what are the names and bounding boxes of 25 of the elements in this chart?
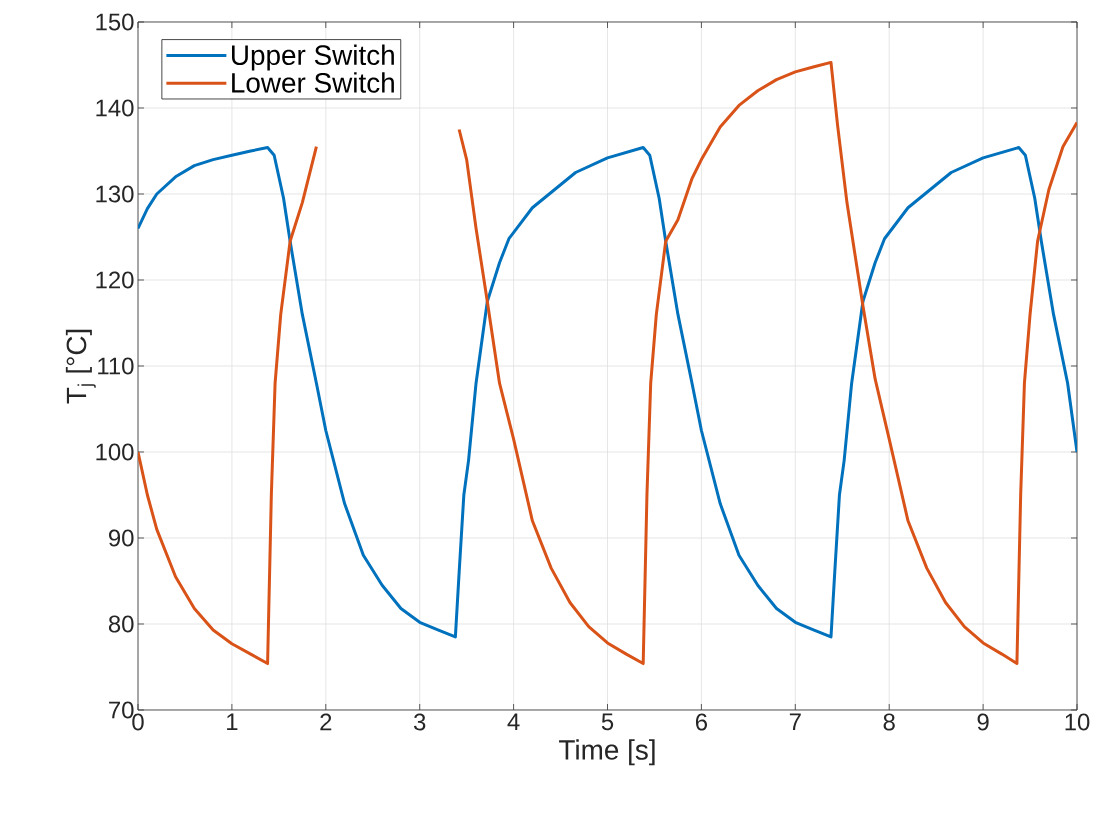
legend-label: Lower Switch	[232, 72, 394, 93]
y-tick-label: 120	[96, 271, 134, 289]
y-tick-label: 130	[96, 185, 134, 203]
x-tick-label: 5	[601, 713, 614, 731]
x-tick-label: 2	[320, 713, 332, 731]
line-series	[138, 146, 1078, 639]
x-tick-label: 7	[789, 713, 801, 730]
x-tick-label: 8	[883, 713, 895, 731]
legend-label: Upper Switch	[232, 44, 394, 71]
y-tick-label: 150	[96, 13, 134, 31]
x-tick-label: 10	[1065, 713, 1090, 731]
x-tick-label: 9	[977, 713, 989, 731]
x-tick-label: 3	[413, 713, 426, 731]
x-tick-label: 0	[132, 713, 144, 731]
y-axis-title: T$_{j}$ [°C]	[65, 329, 96, 404]
x-tick-label: 6	[695, 713, 708, 731]
x-axis-title: Time [s]	[559, 739, 655, 766]
y-tick-label: 100	[96, 443, 134, 461]
y-tick-label: 110	[98, 357, 134, 375]
x-tick-label: 4	[507, 713, 520, 730]
y-tick-label: 80	[108, 615, 134, 633]
y-tick-label: 70	[109, 701, 134, 719]
y-tick-label: 140	[96, 99, 134, 117]
y-tick-label: 90	[109, 529, 134, 547]
x-tick-label: 1	[227, 713, 238, 730]
